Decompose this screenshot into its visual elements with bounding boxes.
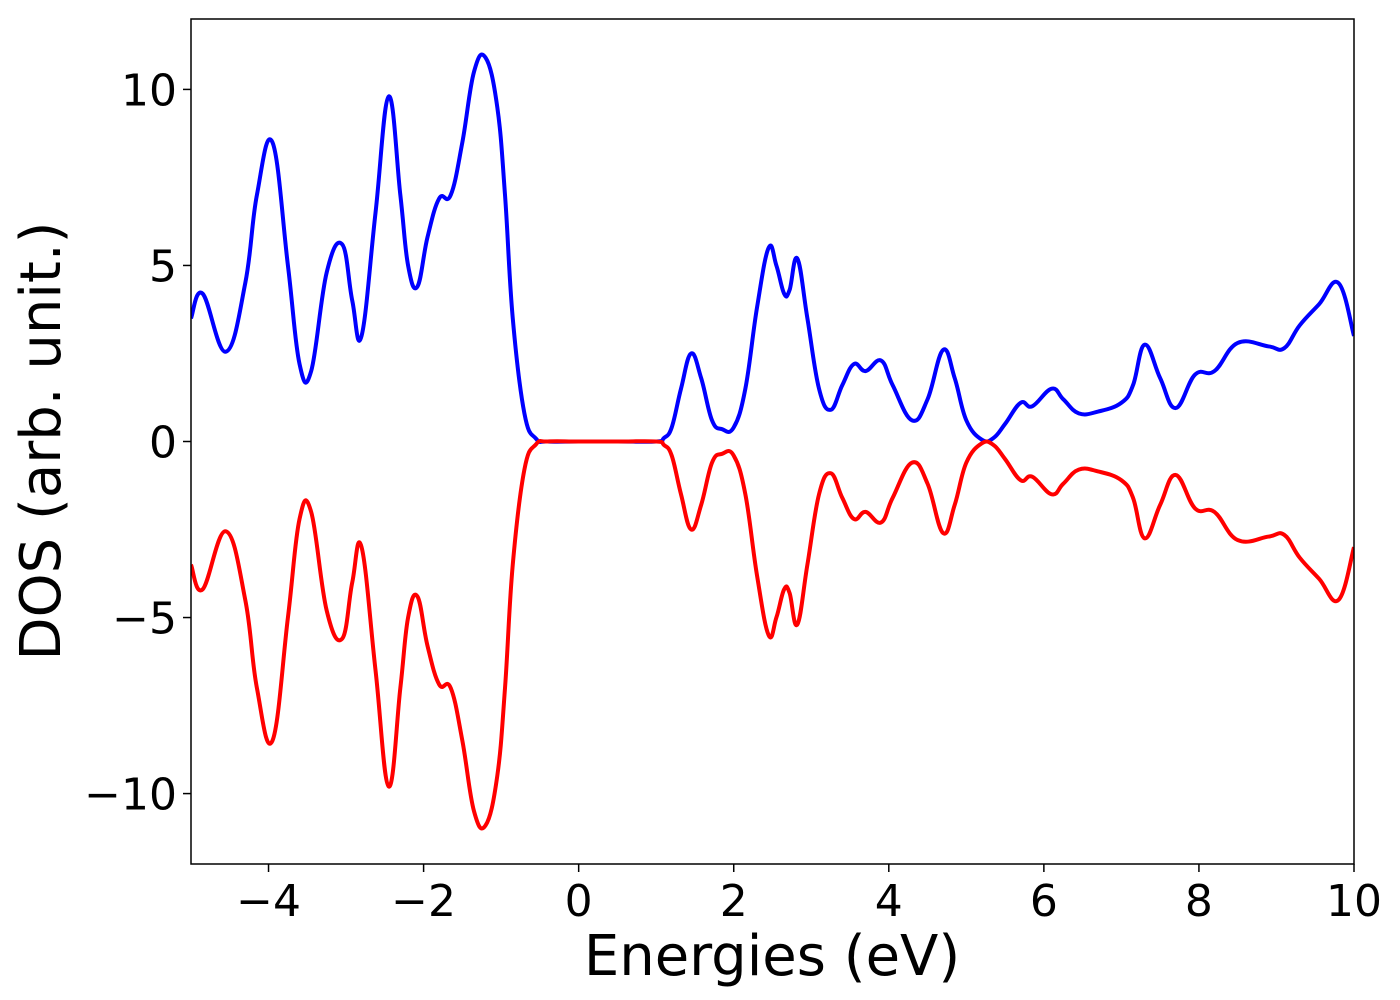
x-axis-ticks: −4 −2 0 2 4 6 8 10 (236, 864, 1382, 927)
y-axis-title: DOS (arb. unit.) (9, 221, 74, 660)
red-dos-line (191, 439, 1354, 831)
x-tick-label: 10 (1326, 876, 1382, 927)
y-tick-label: 0 (149, 418, 177, 469)
y-tick-label: −5 (112, 594, 177, 645)
plot-frame (190, 18, 1355, 865)
series-layer (191, 52, 1354, 831)
y-tick-label: 10 (121, 65, 177, 116)
y-axis-ticks: −10 −5 0 5 10 (84, 65, 191, 821)
blue-dos-line (191, 52, 1354, 444)
x-tick-label: 2 (720, 876, 748, 927)
x-tick-label: −2 (391, 876, 456, 927)
x-tick-label: −4 (236, 876, 301, 927)
x-tick-label: 6 (1030, 876, 1058, 927)
x-tick-label: 4 (875, 876, 903, 927)
x-axis-title: Energies (eV) (584, 924, 960, 989)
x-tick-label: 8 (1185, 876, 1213, 927)
y-tick-label: 5 (149, 241, 177, 292)
x-tick-label: 0 (565, 876, 593, 927)
y-tick-label: −10 (84, 770, 177, 821)
